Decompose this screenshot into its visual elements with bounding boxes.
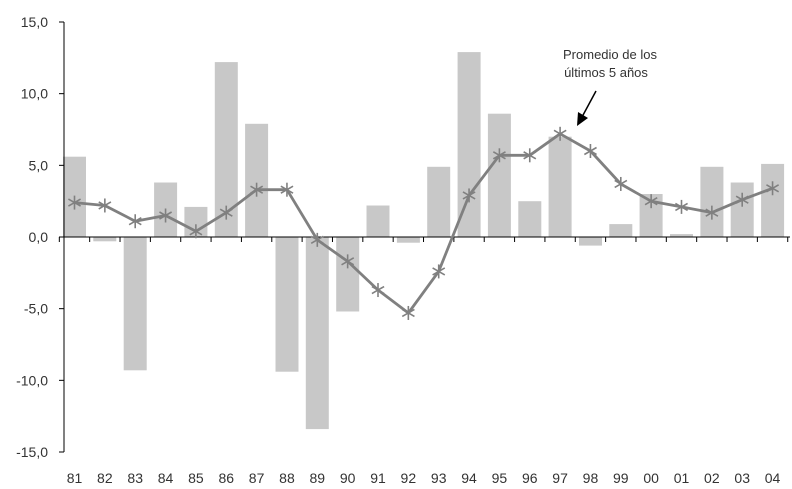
x-tick-label-91: 91 — [370, 470, 386, 486]
line-point-95 — [492, 148, 506, 163]
line-point-93 — [432, 264, 446, 279]
axes — [58, 21, 790, 453]
line-point-92 — [401, 305, 415, 320]
bar-01 — [670, 234, 693, 237]
line-point-88 — [280, 182, 294, 197]
bar-97 — [548, 136, 572, 237]
x-tick-label-84: 84 — [158, 470, 174, 486]
x-tick-label-82: 82 — [97, 470, 113, 486]
x-tick-label-98: 98 — [583, 470, 599, 486]
y-tick-label: -15,0 — [16, 444, 48, 460]
bar-series — [63, 52, 785, 430]
x-tick-label-99: 99 — [613, 470, 629, 486]
x-tick-label-90: 90 — [340, 470, 356, 486]
annotation-line-2: últimos 5 años — [564, 65, 648, 80]
line-point-86 — [219, 205, 233, 220]
annotation-arrow-shaft — [581, 90, 597, 118]
y-tick-label: 10,0 — [21, 86, 48, 102]
bar-86 — [214, 62, 238, 237]
line-point-83 — [128, 214, 142, 229]
line-point-91 — [371, 283, 385, 298]
bar-91 — [366, 205, 390, 237]
bar-87 — [245, 123, 269, 237]
x-tick-label-83: 83 — [127, 470, 143, 486]
bar-94 — [457, 52, 481, 237]
x-tick-label-85: 85 — [188, 470, 204, 486]
average-line — [74, 132, 774, 315]
x-tick-label-81: 81 — [67, 470, 83, 486]
bar-04 — [761, 163, 785, 237]
x-tick-label-89: 89 — [310, 470, 326, 486]
line-point-04 — [766, 181, 780, 196]
line-point-82 — [98, 198, 112, 213]
y-tick-labels: 15,0 10,0 5,0 0,0 -5,0 -10,0 -15,0 — [16, 14, 48, 460]
line-point-84 — [159, 208, 173, 223]
x-tick-label-87: 87 — [249, 470, 265, 486]
line-point-98 — [583, 144, 597, 158]
y-tick-label: 0,0 — [29, 229, 49, 245]
bar-96 — [518, 201, 542, 237]
x-tick-label-01: 01 — [674, 470, 690, 486]
x-tick-label-02: 02 — [704, 470, 720, 486]
line-point-99 — [614, 176, 628, 191]
line-point-87 — [250, 182, 264, 197]
line-point-81 — [68, 195, 81, 210]
x-tick-label-96: 96 — [522, 470, 538, 486]
bar-98 — [579, 237, 602, 246]
annotation: Promedio de los últimos 5 años — [563, 47, 657, 126]
bar-95 — [487, 113, 511, 237]
x-tick-label-00: 00 — [643, 470, 659, 486]
bar-93 — [427, 166, 451, 237]
y-tick-label: 5,0 — [29, 157, 49, 173]
x-tick-label-03: 03 — [734, 470, 750, 486]
line-series — [68, 126, 780, 320]
line-point-97 — [553, 126, 567, 141]
line-point-85 — [189, 224, 203, 239]
line-point-03 — [735, 192, 749, 207]
line-point-90 — [341, 254, 355, 269]
annotation-arrow-head — [577, 112, 588, 126]
bar-89 — [305, 237, 329, 430]
line-point-96 — [523, 148, 537, 163]
line-point-00 — [644, 194, 658, 209]
bar-92 — [396, 237, 420, 243]
x-tick-label-88: 88 — [279, 470, 295, 486]
x-tick-label-86: 86 — [218, 470, 234, 486]
x-tick-label-97: 97 — [552, 470, 568, 486]
x-tick-label-92: 92 — [401, 470, 417, 486]
x-tick-label-94: 94 — [461, 470, 477, 486]
line-point-02 — [705, 205, 719, 220]
x-tick-label-95: 95 — [492, 470, 508, 486]
bar-90 — [336, 237, 360, 312]
x-tick-labels: 81 82 83 84 85 86 87 88 89 90 91 92 93 94 95 96 97 98 99 00… — [67, 470, 781, 486]
y-tick-label: -5,0 — [24, 301, 48, 317]
bar-88 — [275, 237, 299, 372]
x-tick-label-93: 93 — [431, 470, 447, 486]
annotation-line-1: Promedio de los — [563, 47, 657, 62]
line-point-89 — [310, 232, 324, 247]
bar-82 — [93, 237, 117, 242]
bar-03 — [730, 182, 754, 237]
x-tick-label-04: 04 — [765, 470, 781, 486]
bar-83 — [123, 237, 147, 371]
y-tick-label: -10,0 — [16, 372, 48, 388]
line-point-01 — [675, 199, 688, 214]
bar-99 — [609, 224, 633, 237]
y-tick-label: 15,0 — [21, 14, 48, 30]
line-point-94 — [462, 188, 476, 203]
bar-02 — [700, 166, 724, 237]
